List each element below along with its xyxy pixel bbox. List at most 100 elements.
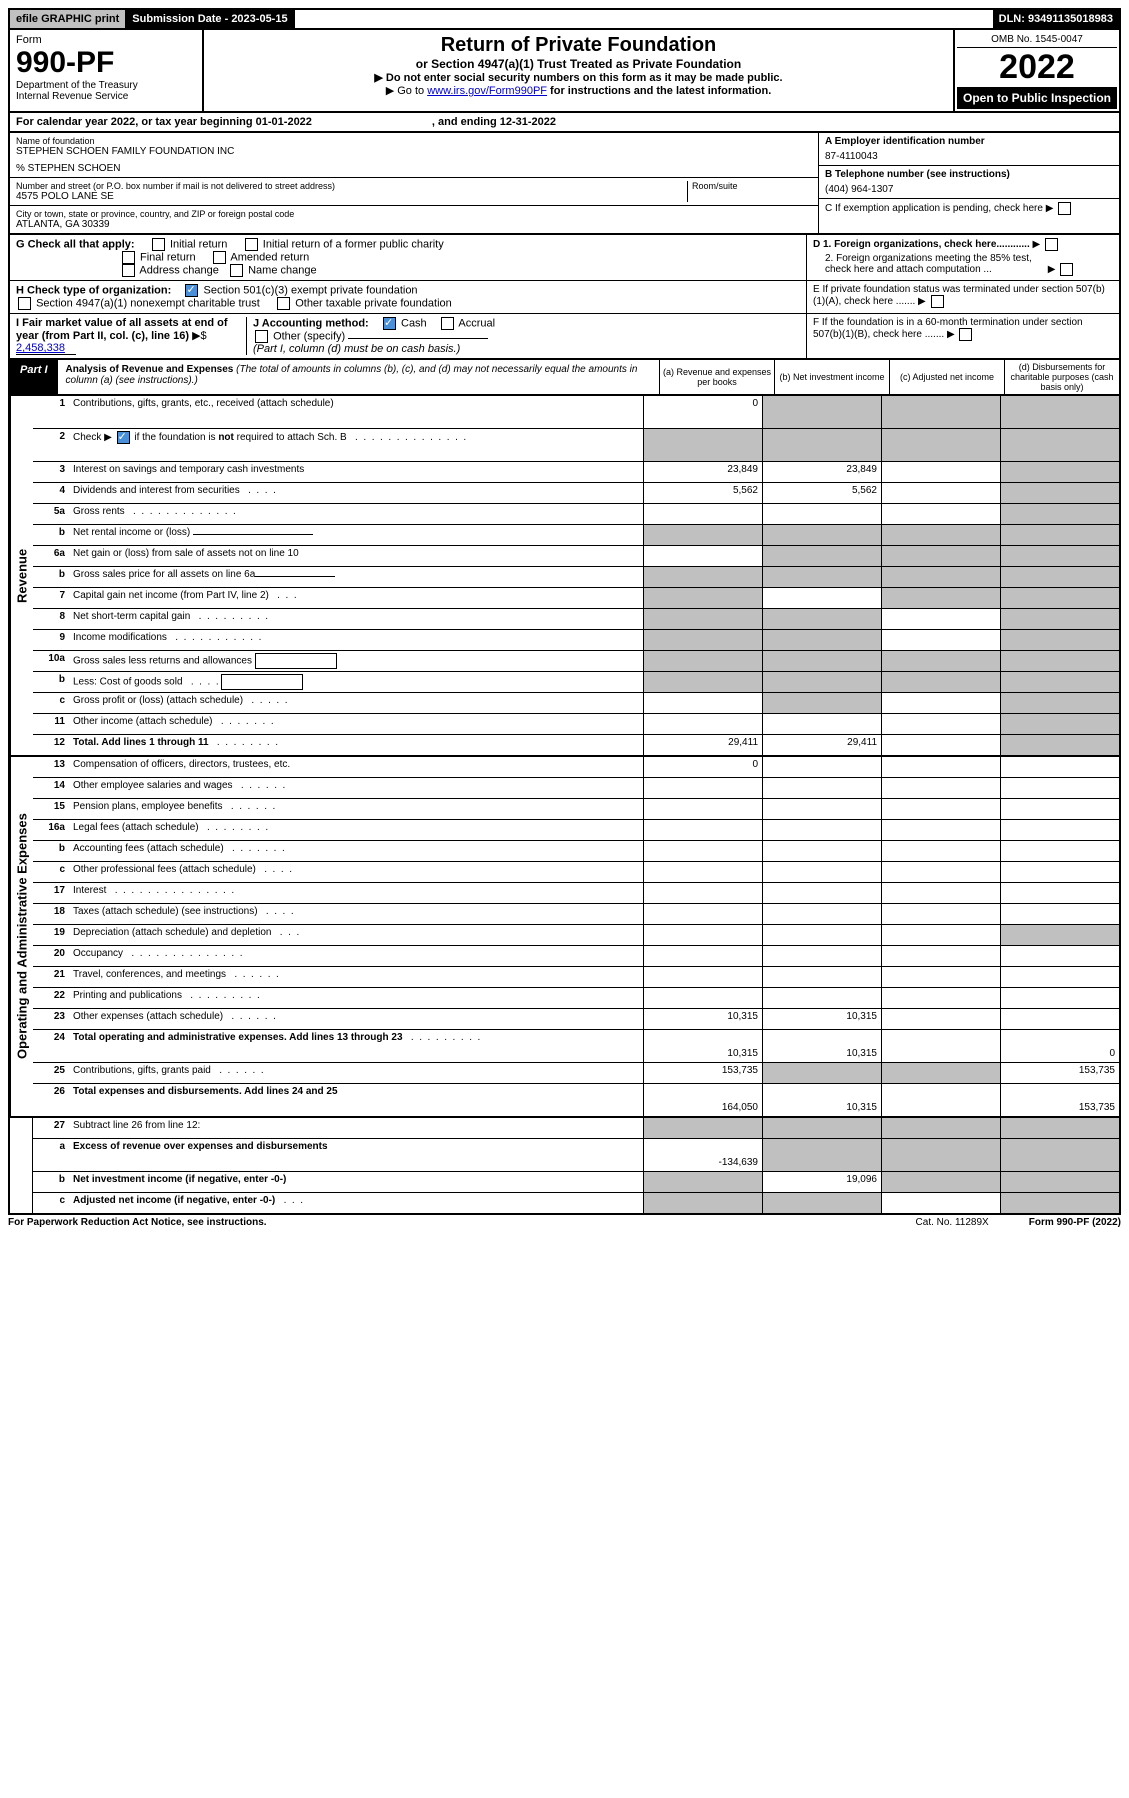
row-label: Total expenses and disbursements. Add li… bbox=[69, 1084, 643, 1116]
g-initial-checkbox[interactable] bbox=[152, 238, 165, 251]
cell-shaded bbox=[643, 630, 762, 650]
g-final-checkbox[interactable] bbox=[122, 251, 135, 264]
cell-shaded bbox=[1000, 672, 1119, 692]
part-1-title: Analysis of Revenue and Expenses bbox=[66, 364, 234, 375]
row-num: b bbox=[33, 672, 69, 692]
cell bbox=[881, 735, 1000, 755]
row-num: 24 bbox=[33, 1030, 69, 1062]
cell-shaded bbox=[762, 546, 881, 566]
cell bbox=[881, 1084, 1000, 1116]
row-num: 27 bbox=[33, 1118, 69, 1138]
g-opt-2: Final return bbox=[140, 251, 196, 263]
h-other-checkbox[interactable] bbox=[277, 297, 290, 310]
cell-1a: 0 bbox=[643, 396, 762, 428]
cell bbox=[881, 799, 1000, 819]
g-initial-former-checkbox[interactable] bbox=[245, 238, 258, 251]
irs-link[interactable]: www.irs.gov/Form990PF bbox=[427, 85, 547, 97]
row-num: b bbox=[33, 841, 69, 861]
cell-shaded bbox=[1000, 693, 1119, 713]
g-name-checkbox[interactable] bbox=[230, 264, 243, 277]
row-num: 6a bbox=[33, 546, 69, 566]
dept-2: Internal Revenue Service bbox=[16, 91, 196, 102]
cell-24b: 10,315 bbox=[762, 1030, 881, 1062]
g-opt-3: Amended return bbox=[230, 251, 309, 263]
h-4947-checkbox[interactable] bbox=[18, 297, 31, 310]
cell bbox=[762, 925, 881, 945]
j-accrual-checkbox[interactable] bbox=[441, 317, 454, 330]
fmv-value[interactable]: 2,458,338 bbox=[16, 342, 76, 355]
row-num: 25 bbox=[33, 1063, 69, 1083]
row-label: Check ▶ if the foundation is not require… bbox=[69, 429, 643, 461]
cell-shaded bbox=[1000, 462, 1119, 482]
cell-shaded bbox=[643, 1118, 762, 1138]
cell-shaded bbox=[881, 567, 1000, 587]
cell bbox=[762, 841, 881, 861]
cell-shaded bbox=[881, 546, 1000, 566]
h-opt-2: Section 4947(a)(1) nonexempt charitable … bbox=[36, 297, 260, 309]
h-501c3-checkbox[interactable] bbox=[185, 284, 198, 297]
row-num: 21 bbox=[33, 967, 69, 987]
cell bbox=[881, 609, 1000, 629]
cell-shaded bbox=[1000, 1193, 1119, 1213]
g-amended-checkbox[interactable] bbox=[213, 251, 226, 264]
j-cash-checkbox[interactable] bbox=[383, 317, 396, 330]
row-num: 1 bbox=[33, 396, 69, 428]
cell bbox=[762, 504, 881, 524]
cell bbox=[762, 988, 881, 1008]
ein-label: A Employer identification number bbox=[825, 136, 1113, 147]
cell bbox=[643, 799, 762, 819]
col-a-header: (a) Revenue and expenses per books bbox=[659, 360, 774, 394]
cell-3a: 23,849 bbox=[643, 462, 762, 482]
cell-shaded bbox=[762, 567, 881, 587]
row-label: Gross sales price for all assets on line… bbox=[69, 567, 643, 587]
row-label: Dividends and interest from securities .… bbox=[69, 483, 643, 503]
cell bbox=[1000, 778, 1119, 798]
schb-checkbox[interactable] bbox=[117, 431, 130, 444]
d1-label: D 1. Foreign organizations, check here..… bbox=[813, 239, 1030, 250]
d2-checkbox[interactable] bbox=[1060, 263, 1073, 276]
cell-shaded bbox=[881, 396, 1000, 428]
cell bbox=[881, 1030, 1000, 1062]
f-checkbox[interactable] bbox=[959, 328, 972, 341]
section-g: G Check all that apply: Initial return I… bbox=[8, 235, 1121, 281]
row-num: 9 bbox=[33, 630, 69, 650]
cell bbox=[762, 820, 881, 840]
h-label: H Check type of organization: bbox=[16, 284, 171, 296]
cell bbox=[881, 483, 1000, 503]
cell bbox=[881, 988, 1000, 1008]
city-state-zip: ATLANTA, GA 30339 bbox=[16, 219, 812, 230]
col-c-header: (c) Adjusted net income bbox=[889, 360, 1004, 394]
cell bbox=[643, 904, 762, 924]
row-label: Net investment income (if negative, ente… bbox=[69, 1172, 643, 1192]
e-checkbox[interactable] bbox=[931, 295, 944, 308]
d1-checkbox[interactable] bbox=[1045, 238, 1058, 251]
cell-shaded bbox=[881, 1118, 1000, 1138]
row-label: Total. Add lines 1 through 11 . . . . . … bbox=[69, 735, 643, 755]
c-checkbox[interactable] bbox=[1058, 202, 1071, 215]
cell-shaded bbox=[762, 630, 881, 650]
cell bbox=[762, 588, 881, 608]
row-num: 10a bbox=[33, 651, 69, 671]
cell-25d: 153,735 bbox=[1000, 1063, 1119, 1083]
room-label: Room/suite bbox=[692, 181, 812, 191]
cell-shaded bbox=[881, 1172, 1000, 1192]
row-num: 4 bbox=[33, 483, 69, 503]
addr-label: Number and street (or P.O. box number if… bbox=[16, 181, 687, 191]
arrow-icon: ▶ bbox=[192, 330, 200, 342]
cell bbox=[881, 630, 1000, 650]
g-address-checkbox[interactable] bbox=[122, 264, 135, 277]
subtract-table: 27Subtract line 26 from line 12: aExcess… bbox=[8, 1118, 1121, 1215]
row-label: Other income (attach schedule) . . . . .… bbox=[69, 714, 643, 734]
note-2-prefix: ▶ Go to bbox=[386, 85, 427, 97]
cell-shaded bbox=[1000, 1118, 1119, 1138]
cell-shaded bbox=[762, 1063, 881, 1083]
cell bbox=[881, 693, 1000, 713]
j-label: J Accounting method: bbox=[253, 317, 369, 329]
cell bbox=[881, 778, 1000, 798]
cell bbox=[762, 778, 881, 798]
j-other-checkbox[interactable] bbox=[255, 330, 268, 343]
cell-shaded bbox=[1000, 525, 1119, 545]
cell bbox=[881, 1009, 1000, 1029]
cell bbox=[881, 462, 1000, 482]
efile-button[interactable]: efile GRAPHIC print bbox=[10, 10, 126, 28]
